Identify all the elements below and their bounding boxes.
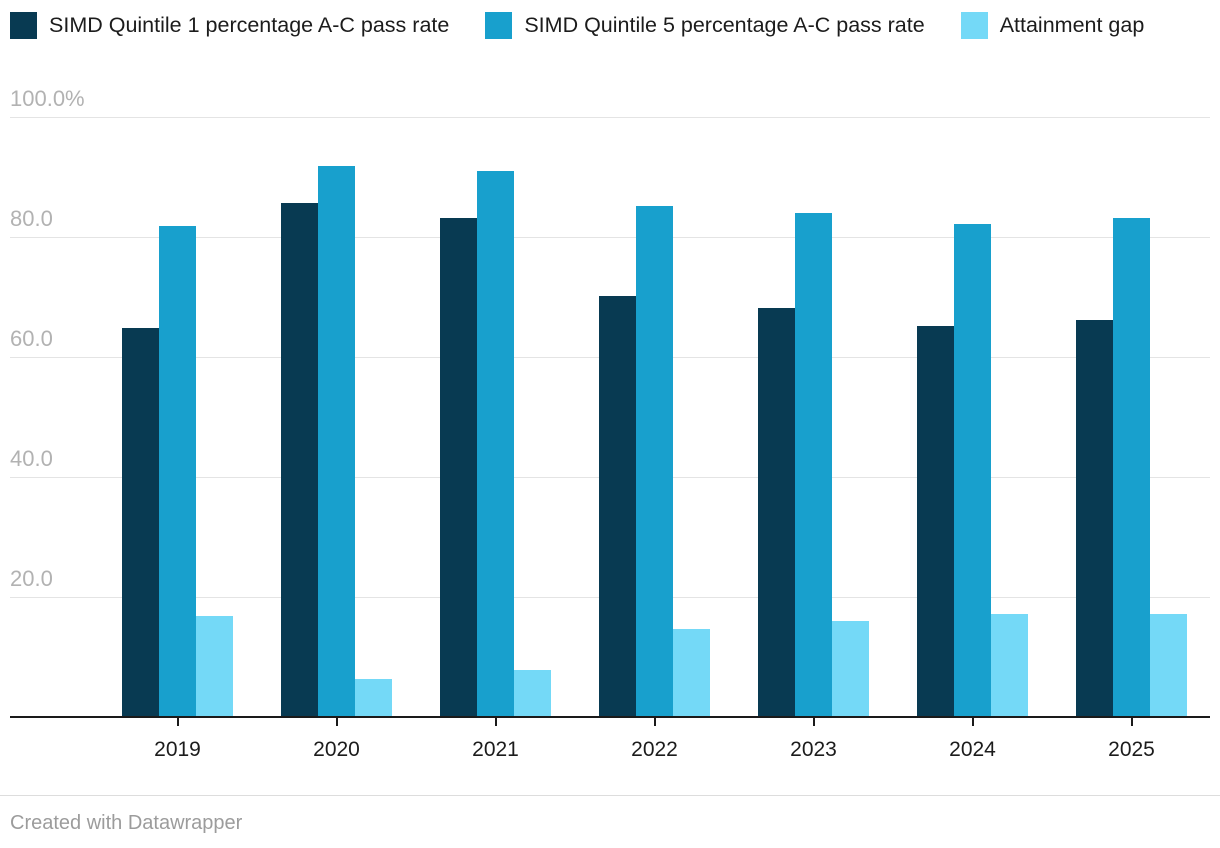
bar-2025-simd-quintile-1 bbox=[1076, 320, 1113, 717]
datawrapper-credit-link[interactable]: Created with Datawrapper bbox=[10, 812, 243, 834]
bar-2019-simd-quintile-1 bbox=[122, 328, 159, 717]
legend-swatch-attainment-gap bbox=[960, 12, 988, 39]
legend-item-simd-quintile-5: SIMD Quintile 5 percentage A-C pass rate bbox=[485, 12, 925, 39]
y-axis-tick-label: 60.0 bbox=[10, 326, 53, 351]
gridline-80 bbox=[10, 237, 1210, 238]
bar-2023-simd-quintile-1 bbox=[758, 308, 795, 717]
bar-2021-simd-quintile-1 bbox=[440, 218, 477, 717]
bar-2024-attainment-gap bbox=[991, 614, 1028, 717]
x-axis-tick-2024 bbox=[971, 717, 974, 726]
x-axis-tick-2025 bbox=[1130, 717, 1133, 726]
bar-2022-simd-quintile-5 bbox=[636, 206, 673, 717]
legend-swatch-simd-quintile-5 bbox=[485, 12, 513, 39]
bar-2025-simd-quintile-5 bbox=[1113, 218, 1150, 717]
legend-item-simd-quintile-1: SIMD Quintile 1 percentage A-C pass rate bbox=[10, 12, 449, 39]
bar-2025-attainment-gap bbox=[1150, 613, 1187, 717]
chart-legend: SIMD Quintile 1 percentage A-C pass rate… bbox=[10, 12, 1144, 39]
bar-2019-simd-quintile-5 bbox=[159, 226, 196, 717]
x-axis-label-2019: 2019 bbox=[154, 738, 201, 761]
legend-swatch-simd-quintile-1 bbox=[10, 12, 37, 39]
bar-2024-simd-quintile-5 bbox=[954, 224, 991, 717]
bar-2019-attainment-gap bbox=[196, 616, 233, 717]
y-axis-tick-label: 80.0 bbox=[10, 206, 53, 231]
legend-item-attainment-gap: Attainment gap bbox=[960, 12, 1145, 39]
bar-2024-simd-quintile-1 bbox=[917, 326, 954, 717]
x-axis-tick-2021 bbox=[494, 717, 497, 726]
plot-area: 100.0% 80.0 60.0 40.0 20.0 2019 2020 2021 2022 20… bbox=[10, 88, 1210, 761]
bar-2021-simd-quintile-5 bbox=[477, 171, 514, 717]
legend-label-simd-quintile-5: SIMD Quintile 5 percentage A-C pass rate bbox=[524, 13, 925, 37]
legend-label-simd-quintile-1: SIMD Quintile 1 percentage A-C pass rate bbox=[49, 13, 450, 37]
x-axis-tick-2019 bbox=[176, 717, 179, 726]
x-axis-tick-2023 bbox=[812, 717, 815, 726]
footer-divider bbox=[0, 795, 1220, 796]
x-axis-label-2023: 2023 bbox=[790, 738, 837, 761]
gridline-100 bbox=[10, 117, 1210, 118]
x-axis-label-2021: 2021 bbox=[472, 738, 519, 761]
x-axis-label-2020: 2020 bbox=[313, 738, 360, 761]
bar-2023-attainment-gap bbox=[832, 621, 869, 717]
bar-2022-simd-quintile-1 bbox=[599, 296, 636, 717]
x-axis-label-2025: 2025 bbox=[1108, 738, 1155, 761]
y-axis-tick-label: 100.0% bbox=[10, 86, 85, 111]
y-axis-tick-label: 20.0 bbox=[10, 566, 53, 591]
bar-2020-simd-quintile-5 bbox=[318, 165, 355, 717]
bar-2020-attainment-gap bbox=[355, 679, 392, 717]
x-axis-label-2022: 2022 bbox=[631, 738, 678, 761]
bar-2020-simd-quintile-1 bbox=[281, 203, 318, 717]
x-axis-baseline bbox=[10, 715, 1210, 718]
bar-2023-simd-quintile-5 bbox=[795, 213, 832, 717]
bar-2022-attainment-gap bbox=[673, 628, 710, 717]
bar-2021-attainment-gap bbox=[514, 670, 551, 717]
x-axis-tick-2022 bbox=[653, 717, 656, 726]
legend-label-attainment-gap: Attainment gap bbox=[999, 13, 1145, 37]
x-axis-tick-2020 bbox=[335, 717, 338, 726]
y-axis-tick-label: 40.0 bbox=[10, 446, 53, 471]
x-axis-label-2024: 2024 bbox=[949, 738, 996, 761]
